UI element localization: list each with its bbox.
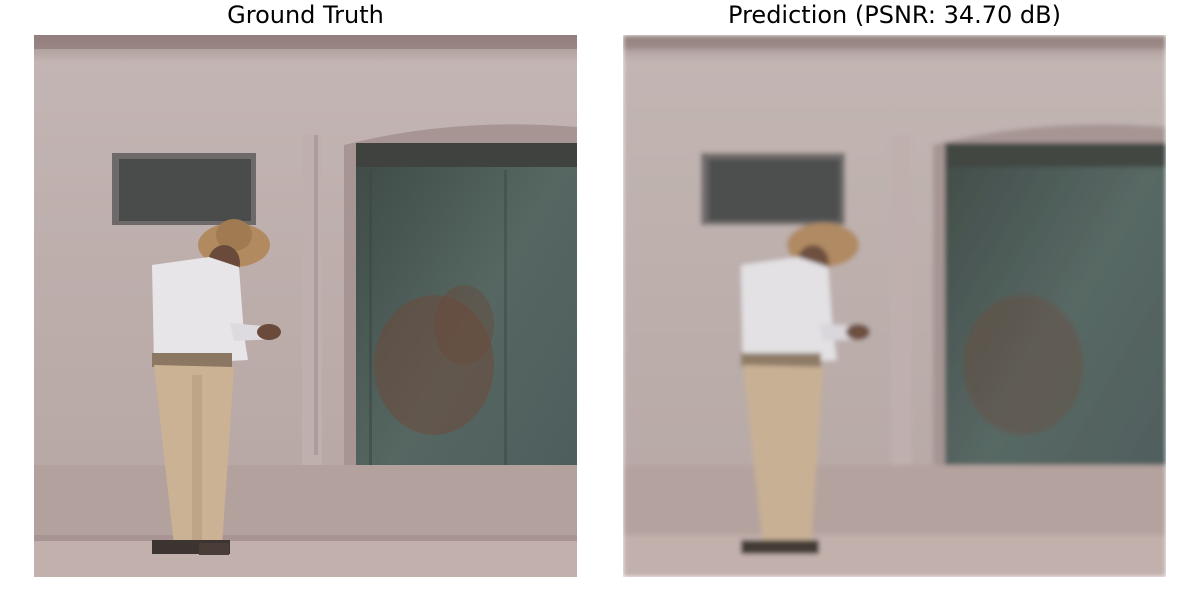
prediction-photo <box>623 35 1166 577</box>
ground-truth-title: Ground Truth <box>227 1 384 29</box>
ground-truth-image <box>34 35 577 577</box>
prediction-title: Prediction (PSNR: 34.70 dB) <box>728 1 1061 29</box>
prediction-image <box>623 35 1166 577</box>
ground-truth-photo <box>34 35 577 577</box>
